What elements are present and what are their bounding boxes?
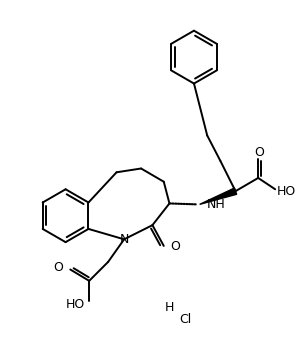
Text: N: N [119,233,129,246]
Text: HO: HO [66,298,86,311]
Text: Cl: Cl [179,313,192,326]
Text: NH: NH [206,198,225,211]
Polygon shape [200,188,237,204]
Text: H: H [165,301,174,314]
Text: HO: HO [277,185,296,198]
Text: O: O [53,261,63,274]
Text: O: O [254,146,264,159]
Text: O: O [170,240,180,253]
